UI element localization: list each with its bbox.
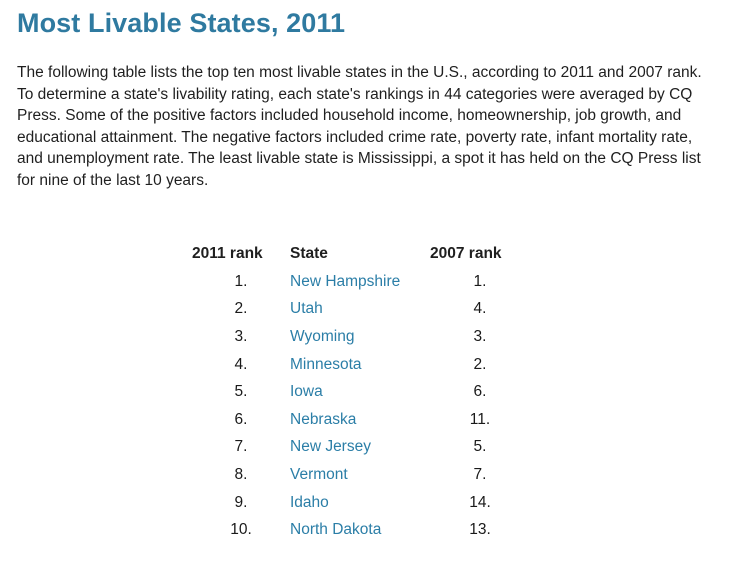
table-row: 8. Vermont 7. xyxy=(192,461,530,489)
rank-2011-value: 3. xyxy=(234,327,248,345)
rank-2011-cell: 7. xyxy=(192,434,290,462)
page-title: Most Livable States, 2011 xyxy=(17,8,346,38)
rank-2011-cell: 6. xyxy=(192,406,290,434)
table-row: 5. Iowa 6. xyxy=(192,378,530,406)
state-cell: North Dakota xyxy=(290,516,430,544)
table-body: 1. New Hampshire 1. 2. Utah 4. 3. Wyoming 3. 4. Mi… xyxy=(192,268,530,544)
state-link[interactable]: Utah xyxy=(290,300,323,318)
rank-2011-value: 4. xyxy=(234,355,248,373)
table-row: 9. Idaho 14. xyxy=(192,489,530,517)
table-header-row: 2011 rank State 2007 rank xyxy=(192,240,530,268)
rank-2007-value: 4. xyxy=(473,300,487,318)
state-link[interactable]: Vermont xyxy=(290,465,348,483)
table-row: 3. Wyoming 3. xyxy=(192,323,530,351)
state-cell: Utah xyxy=(290,296,430,324)
header-2011-rank: 2011 rank xyxy=(192,245,263,262)
rank-2007-cell: 14. xyxy=(430,489,530,517)
table-row: 2. Utah 4. xyxy=(192,296,530,324)
rank-2011-value: 7. xyxy=(234,438,248,456)
rank-2011-value: 5. xyxy=(234,383,248,401)
state-cell: Idaho xyxy=(290,489,430,517)
state-link[interactable]: Iowa xyxy=(290,383,323,401)
rank-2011-value: 6. xyxy=(234,410,248,428)
state-link[interactable]: New Jersey xyxy=(290,438,371,456)
rank-2007-value: 14. xyxy=(469,493,491,511)
state-cell: Iowa xyxy=(290,378,430,406)
table-row: 7. New Jersey 5. xyxy=(192,434,530,462)
rank-2007-cell: 13. xyxy=(430,516,530,544)
rank-2007-cell: 2. xyxy=(430,351,530,379)
state-cell: Vermont xyxy=(290,461,430,489)
state-link[interactable]: Minnesota xyxy=(290,355,362,373)
header-state: State xyxy=(290,245,328,262)
rank-2011-value: 1. xyxy=(234,272,248,290)
rank-2011-cell: 4. xyxy=(192,351,290,379)
rank-2007-value: 2. xyxy=(473,355,487,373)
rank-2007-cell: 1. xyxy=(430,268,530,296)
livable-states-table: 2011 rank State 2007 rank 1. New Hampshir… xyxy=(192,240,530,544)
rank-2011-value: 9. xyxy=(234,493,248,511)
rank-2007-cell: 6. xyxy=(430,378,530,406)
state-cell: Nebraska xyxy=(290,406,430,434)
rank-2007-value: 5. xyxy=(473,438,487,456)
intro-paragraph: The following table lists the top ten mo… xyxy=(17,64,702,189)
rank-2011-cell: 2. xyxy=(192,296,290,324)
state-link[interactable]: New Hampshire xyxy=(290,272,401,290)
rank-2007-cell: 5. xyxy=(430,434,530,462)
state-link[interactable]: Idaho xyxy=(290,493,329,511)
rank-2007-value: 3. xyxy=(473,327,487,345)
rank-2011-value: 2. xyxy=(234,300,248,318)
rank-2007-cell: 11. xyxy=(430,406,530,434)
rank-2007-value: 11. xyxy=(469,410,491,428)
state-cell: Minnesota xyxy=(290,351,430,379)
rank-2011-cell: 10. xyxy=(192,516,290,544)
rank-2011-cell: 3. xyxy=(192,323,290,351)
rank-2011-cell: 5. xyxy=(192,378,290,406)
rank-2007-value: 1. xyxy=(473,272,487,290)
table-row: 1. New Hampshire 1. xyxy=(192,268,530,296)
rank-2007-cell: 7. xyxy=(430,461,530,489)
rank-2011-cell: 9. xyxy=(192,489,290,517)
rank-2011-value: 8. xyxy=(234,465,248,483)
table-row: 4. Minnesota 2. xyxy=(192,351,530,379)
state-cell: New Jersey xyxy=(290,434,430,462)
state-link[interactable]: Nebraska xyxy=(290,410,357,428)
table-row: 10. North Dakota 13. xyxy=(192,516,530,544)
state-cell: New Hampshire xyxy=(290,268,430,296)
rank-2007-value: 6. xyxy=(473,383,487,401)
rank-2011-cell: 1. xyxy=(192,268,290,296)
rank-2007-value: 7. xyxy=(473,465,487,483)
header-2007-rank: 2007 rank xyxy=(430,245,502,262)
state-link[interactable]: Wyoming xyxy=(290,327,355,345)
rank-2011-cell: 8. xyxy=(192,461,290,489)
rank-2011-value: 10. xyxy=(230,521,252,539)
rank-2007-cell: 3. xyxy=(430,323,530,351)
state-cell: Wyoming xyxy=(290,323,430,351)
rank-2007-value: 13. xyxy=(469,521,491,539)
state-link[interactable]: North Dakota xyxy=(290,521,382,539)
table-row: 6. Nebraska 11. xyxy=(192,406,530,434)
rank-2007-cell: 4. xyxy=(430,296,530,324)
